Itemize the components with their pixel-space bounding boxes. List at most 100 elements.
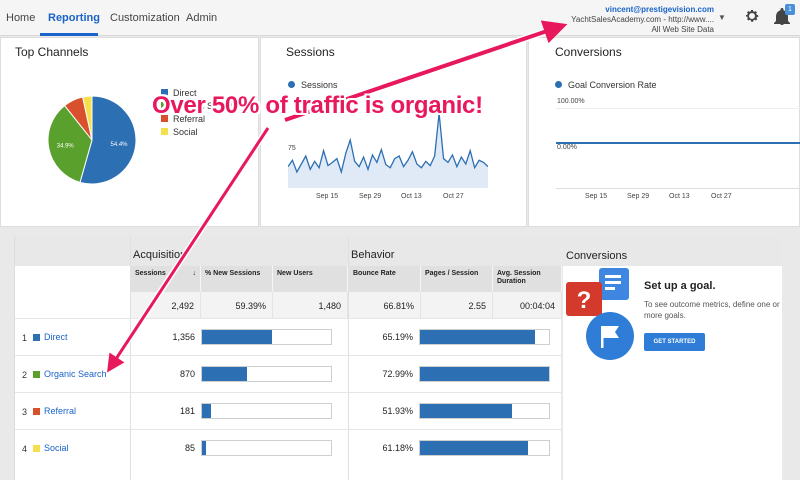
active-tab-indicator <box>40 33 98 36</box>
legend-swatch <box>161 128 168 135</box>
sessions-line <box>288 113 488 175</box>
col-new-users[interactable]: New Users <box>273 266 348 292</box>
channels-table: Acquisition Behavior Sessions ↓ % New Se… <box>14 236 562 480</box>
table-row: 4 Social 85 61.18% <box>15 429 562 466</box>
col-bounce-rate[interactable]: Bounce Rate <box>349 266 421 292</box>
account-property: YachtSalesAcademy.com - http://www.... <box>571 15 714 24</box>
y-tick-label: 75 <box>288 145 296 152</box>
legend-label: Social <box>173 127 198 137</box>
col-pages-session[interactable]: Pages / Session <box>421 266 493 292</box>
column-label: Pages / Session <box>425 270 479 277</box>
y-tick-label: 0.00% <box>557 144 577 151</box>
x-tick-label: Sep 29 <box>627 193 650 200</box>
account-selector[interactable]: vincent@prestigevision.com YachtSalesAca… <box>571 5 714 35</box>
row-sessions: 1,356 <box>172 332 195 342</box>
conversions-legend: Goal Conversion Rate <box>555 80 657 90</box>
tab-admin[interactable]: Admin <box>186 12 218 24</box>
top-channels-title: Top Channels <box>15 45 89 59</box>
bounce-rate-fill <box>420 404 512 418</box>
table-row: 1 Direct 1,356 65.19% <box>15 318 562 355</box>
bounce-rate-bar <box>419 440 550 456</box>
legend-referral: Referral <box>161 114 205 124</box>
pie-slice-direct[interactable] <box>79 95 137 185</box>
gear-icon[interactable] <box>744 8 760 24</box>
conversions-title: Conversions <box>555 45 622 59</box>
get-started-button[interactable]: GET STARTED <box>644 333 705 351</box>
bounce-rate-fill <box>420 330 536 344</box>
x-tick-label: Oct 27 <box>711 193 732 200</box>
x-tick-label: Oct 13 <box>401 193 422 200</box>
sessions-share-bar <box>201 440 332 456</box>
table-row: 3 Referral 181 51.93% <box>15 392 562 429</box>
col-new-sessions[interactable]: % New Sessions <box>201 266 273 292</box>
pie-slice-label: 34.9% <box>57 143 75 149</box>
x-tick-label: Sep 15 <box>316 193 339 200</box>
table-row: 2 Organic Search 870 72.99% <box>15 355 562 392</box>
gridline <box>556 108 800 109</box>
sessions-area-fill <box>288 113 488 188</box>
pie-slice-social[interactable] <box>82 95 93 141</box>
row-bounce-rate: 51.93% <box>382 406 413 416</box>
column-divider <box>348 236 349 480</box>
bounce-rate-bar <box>419 366 550 382</box>
row-channel-link[interactable]: Organic Search <box>44 369 107 379</box>
sessions-card: Sessions Sessions 75 Sep 15 Sep 29 Oct 1… <box>260 37 527 227</box>
legend-organic-search: Organic Search <box>161 101 236 111</box>
bounce-rate-fill <box>420 367 549 381</box>
col-avg-duration[interactable]: Avg. Session Duration <box>493 266 562 292</box>
row-sessions: 870 <box>179 369 195 379</box>
row-color-swatch <box>33 445 40 452</box>
column-label: Avg. Session Duration <box>497 270 541 285</box>
svg-text:?: ? <box>577 287 592 314</box>
bounce-rate-bar <box>419 329 550 345</box>
column-label: New Users <box>277 270 313 277</box>
section-acquisition: Acquisition <box>133 249 187 261</box>
x-tick-label: Sep 15 <box>585 193 608 200</box>
legend-label: Direct <box>173 88 197 98</box>
top-channels-card: Top Channels 54.4% 34.9% Direct Organic S… <box>0 37 259 227</box>
column-divider <box>130 236 131 480</box>
x-axis <box>556 188 800 189</box>
row-sessions: 85 <box>184 443 195 453</box>
goal-title: Set up a goal. <box>644 280 716 292</box>
total-pages-session: 2.55 <box>421 292 493 318</box>
total-new-users: 1,480 <box>273 292 348 318</box>
top-nav: Home Reporting Customization Admin vince… <box>0 0 800 36</box>
sessions-share-bar <box>201 329 332 345</box>
sessions-share-bar <box>201 403 332 419</box>
goal-illustration-icon: ? <box>566 268 634 360</box>
tab-reporting[interactable]: Reporting <box>48 12 100 24</box>
sort-arrow-icon: ↓ <box>192 270 197 277</box>
x-tick-label: Sep 29 <box>359 193 382 200</box>
legend-swatch <box>161 115 168 122</box>
bounce-rate-fill <box>420 441 529 455</box>
sessions-share-fill <box>202 330 273 344</box>
legend-dot <box>288 81 295 88</box>
row-bounce-rate: 61.18% <box>382 443 413 453</box>
legend-label: Sessions <box>301 80 338 90</box>
x-tick-label: Oct 13 <box>669 193 690 200</box>
pie-slice-organic-search[interactable] <box>47 104 93 183</box>
column-label: % New Sessions <box>205 270 261 277</box>
row-channel-link[interactable]: Referral <box>44 406 77 416</box>
chevron-down-icon[interactable]: ▼ <box>718 13 726 22</box>
y-tick-label: 100.00% <box>557 98 585 105</box>
conversions-header-band <box>563 236 782 266</box>
row-channel-link[interactable]: Direct <box>44 332 68 342</box>
annotation-callout: Over 50% of traffic is organic! <box>152 92 483 119</box>
goal-description: To see outcome metrics, define one or mo… <box>644 300 780 320</box>
tab-home[interactable]: Home <box>6 12 36 24</box>
legend-direct: Direct <box>161 88 197 98</box>
row-channel-link[interactable]: Social <box>44 443 69 453</box>
row-number: 4 <box>22 444 28 454</box>
sessions-legend: Sessions <box>288 80 338 90</box>
top-channels-pie-chart: 54.4% 34.9% <box>47 95 137 185</box>
row-bounce-rate: 72.99% <box>382 369 413 379</box>
sessions-share-fill <box>202 441 207 455</box>
legend-label: Referral <box>173 114 206 124</box>
conversions-card: Conversions Goal Conversion Rate 100.00%… <box>528 37 800 227</box>
column-label: Bounce Rate <box>353 270 396 277</box>
row-color-swatch <box>33 334 40 341</box>
pie-slice-label: 54.4% <box>111 142 129 148</box>
tab-customization[interactable]: Customization <box>110 12 180 24</box>
